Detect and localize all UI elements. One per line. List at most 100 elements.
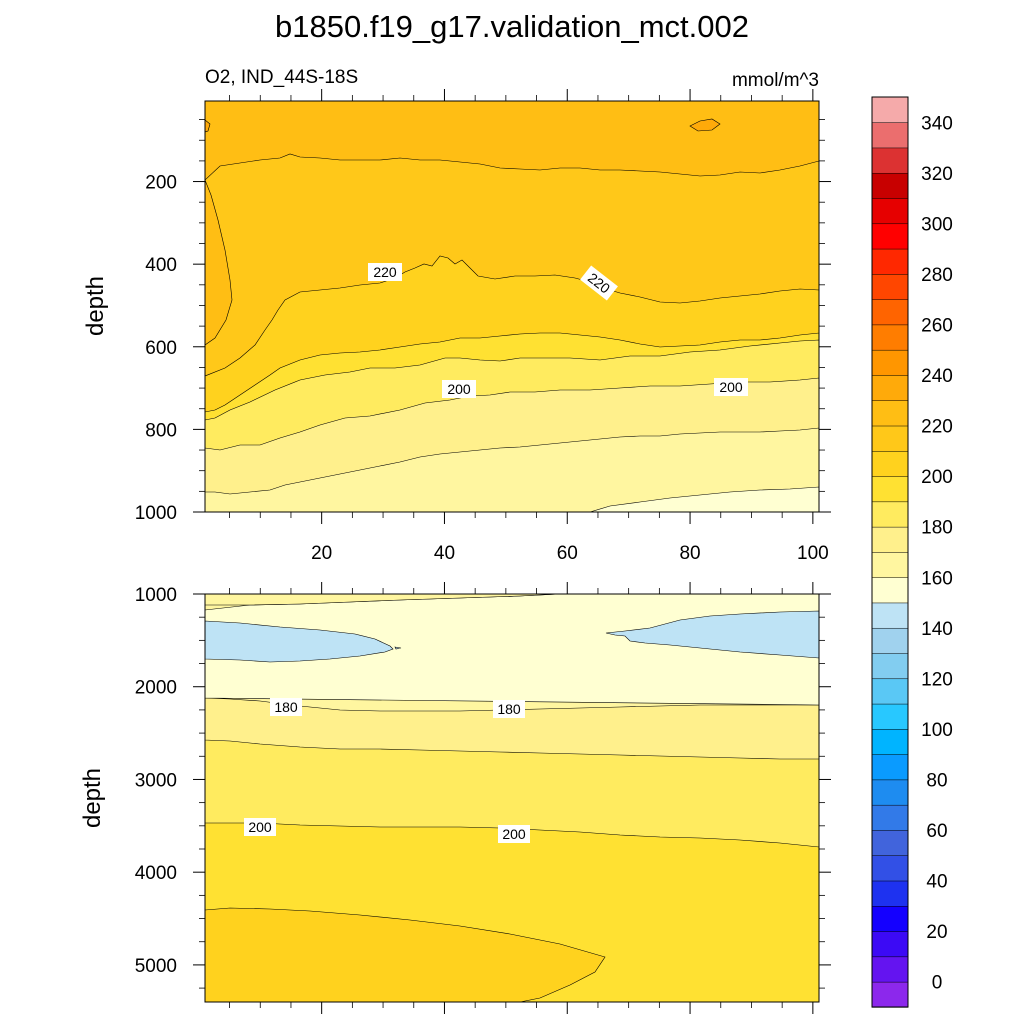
lower-ylabel: depth bbox=[79, 768, 106, 828]
colorbar-tick-label: 40 bbox=[926, 872, 947, 893]
contour-label-200-b: 200 bbox=[719, 379, 743, 395]
upper-ylabel: depth bbox=[82, 276, 109, 336]
colorbar-tick-label: 320 bbox=[921, 164, 953, 185]
upper-y-tick-label: 1000 bbox=[135, 503, 177, 524]
colorbar-swatch bbox=[871, 324, 909, 351]
colorbar-tick-label: 80 bbox=[926, 771, 947, 792]
upper-axes: 20 40 60 80 100 200 400 600 800 1000 bbox=[135, 89, 831, 564]
upper-y-tick-label: 800 bbox=[145, 420, 177, 441]
lower-y-tick-label: 1000 bbox=[135, 585, 177, 606]
colorbar-swatch bbox=[871, 147, 909, 174]
lower-fill-170-top bbox=[205, 594, 561, 606]
contour-label-180-b: 180 bbox=[497, 701, 521, 717]
upper-y-tick-label: 200 bbox=[145, 173, 177, 194]
upper-fill-240-left bbox=[205, 119, 211, 133]
colorbar-tick-label: 120 bbox=[921, 669, 953, 690]
colorbar-tick-label: 240 bbox=[921, 366, 953, 387]
colorbar-swatch bbox=[871, 728, 909, 755]
colorbar-swatch bbox=[871, 627, 909, 654]
colorbar-swatch bbox=[871, 450, 909, 477]
upper-fill-240-pocket bbox=[689, 118, 721, 132]
colorbar-swatch bbox=[871, 475, 909, 503]
colorbar-swatch bbox=[871, 501, 909, 528]
colorbar-swatch bbox=[871, 602, 909, 629]
upper-x-tick-label: 20 bbox=[311, 543, 332, 564]
contour-label-220-a: 220 bbox=[373, 264, 397, 280]
upper-y-tick-label: 600 bbox=[145, 338, 177, 359]
colorbar-tick-label: 20 bbox=[926, 922, 947, 943]
upper-x-tick-label: 60 bbox=[557, 543, 578, 564]
colorbar-swatch bbox=[871, 753, 909, 781]
colorbar-tick-label: 300 bbox=[921, 214, 953, 235]
units-label: mmol/m^3 bbox=[732, 70, 819, 91]
lower-contour-labels: 180 180 200 200 bbox=[244, 698, 530, 843]
lower-fill-150-right bbox=[605, 610, 819, 659]
colorbar-swatch bbox=[871, 122, 909, 149]
upper-fill-230 bbox=[205, 101, 819, 181]
contour-label-200-c: 200 bbox=[248, 819, 272, 835]
contour-label-200-a: 200 bbox=[447, 381, 471, 397]
colorbar-swatch bbox=[871, 551, 909, 578]
colorbar-swatch bbox=[871, 526, 909, 553]
colorbar-swatch bbox=[871, 172, 909, 199]
colorbar-swatch bbox=[871, 248, 909, 275]
upper-x-tick-label: 100 bbox=[797, 543, 829, 564]
colorbar-swatch bbox=[871, 374, 909, 401]
upper-panel bbox=[205, 101, 819, 512]
colorbar-swatch bbox=[871, 577, 909, 604]
variable-region-label: O2, IND_44S-18S bbox=[205, 67, 358, 88]
colorbar-tick-label: 280 bbox=[921, 265, 953, 286]
colorbar-tick-label: 220 bbox=[921, 417, 953, 438]
colorbar-tick-label: 180 bbox=[921, 518, 953, 539]
contour-label-180-a: 180 bbox=[274, 699, 298, 715]
colorbar-frame bbox=[871, 96, 909, 1008]
colorbar-swatch bbox=[871, 678, 909, 705]
upper-panel-frame bbox=[204, 100, 820, 513]
colorbar-tick-label: 100 bbox=[921, 720, 953, 741]
colorbar: 0 20 40 60 80 100 120 140 160 180 200 220 240 260 280 3… bbox=[871, 96, 953, 1008]
colorbar-swatch bbox=[871, 829, 909, 856]
colorbar-swatch bbox=[871, 197, 909, 225]
lower-y-tick-label: 2000 bbox=[135, 678, 177, 699]
upper-y-tick-label: 400 bbox=[145, 255, 177, 276]
colorbar-tick-label: 0 bbox=[932, 973, 943, 994]
colorbar-swatch bbox=[871, 349, 909, 376]
upper-x-tick-label: 80 bbox=[679, 543, 700, 564]
colorbar-tick-label: 60 bbox=[926, 821, 947, 842]
colorbar-swatch bbox=[871, 779, 909, 806]
chart-title: b1850.f19_g17.validation_mct.002 bbox=[275, 9, 749, 44]
colorbar-tick-label: 260 bbox=[921, 316, 953, 337]
colorbar-swatch bbox=[871, 425, 909, 452]
upper-fill-160 bbox=[589, 486, 819, 512]
lower-panel bbox=[205, 594, 819, 1002]
colorbar-swatch bbox=[871, 930, 909, 958]
colorbar-swatch bbox=[871, 905, 909, 932]
colorbar-swatch bbox=[871, 956, 909, 983]
lower-y-tick-label: 4000 bbox=[135, 863, 177, 884]
upper-fill-170 bbox=[205, 427, 819, 512]
lower-axes: 1000 2000 3000 4000 5000 bbox=[135, 582, 831, 1014]
colorbar-swatch bbox=[871, 855, 909, 882]
colorbar-swatch bbox=[871, 981, 909, 1008]
colorbar-swatch bbox=[871, 273, 909, 300]
lower-fill-210 bbox=[205, 907, 606, 1002]
lower-panel-frame bbox=[204, 593, 820, 1003]
colorbar-swatch bbox=[871, 703, 909, 730]
contour-label-200-d: 200 bbox=[502, 826, 526, 842]
lower-y-tick-label: 5000 bbox=[135, 956, 177, 977]
colorbar-swatch bbox=[871, 804, 909, 831]
colorbar-tick-label: 160 bbox=[921, 568, 953, 589]
colorbar-swatch bbox=[871, 400, 909, 427]
colorbar-swatch bbox=[871, 880, 909, 907]
lower-fill-150-speck bbox=[394, 646, 402, 650]
colorbar-tick-label: 340 bbox=[921, 113, 953, 134]
colorbar-tick-label: 140 bbox=[921, 619, 953, 640]
upper-fill-230-bulge bbox=[205, 179, 233, 346]
lower-y-tick-label: 3000 bbox=[135, 770, 177, 791]
colorbar-swatch bbox=[871, 223, 909, 250]
colorbar-swatch bbox=[871, 298, 909, 326]
colorbar-tick-label: 200 bbox=[921, 467, 953, 488]
upper-x-tick-label: 40 bbox=[434, 543, 455, 564]
colorbar-swatch bbox=[871, 652, 909, 680]
